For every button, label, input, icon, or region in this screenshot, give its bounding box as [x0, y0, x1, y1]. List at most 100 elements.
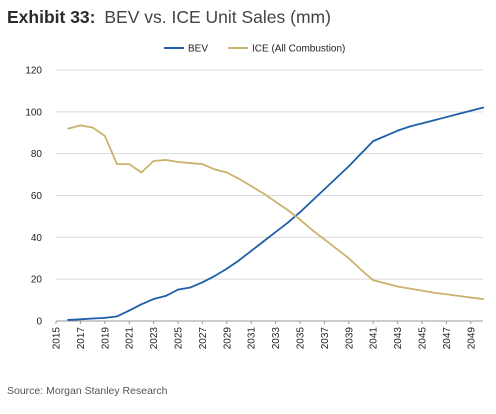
y-tick-label: 20 [31, 275, 43, 286]
data-point-ice [238, 177, 240, 180]
x-tick-label: 2031 [247, 327, 258, 350]
data-point-bev [67, 319, 70, 321]
data-point-bev [116, 315, 118, 318]
data-point-bev [189, 286, 192, 289]
data-point-ice [372, 279, 375, 282]
x-tick-label: 2029 [222, 327, 233, 350]
exhibit-header: Exhibit 33: BEV vs. ICE Unit Sales (mm) [7, 6, 331, 28]
data-point-ice [384, 282, 387, 285]
y-tick-label: 60 [31, 191, 43, 202]
data-point-ice [396, 285, 399, 288]
x-tick-label: 2025 [174, 327, 185, 350]
y-tick-label: 120 [25, 66, 42, 77]
data-point-ice [177, 161, 179, 163]
data-point-bev [177, 288, 179, 291]
data-point-bev [140, 303, 143, 306]
data-point-bev [91, 317, 94, 320]
exhibit-label: Exhibit 33: [7, 7, 96, 27]
data-point-ice [213, 168, 216, 171]
data-point-bev [164, 295, 167, 297]
data-point-bev [360, 152, 362, 155]
data-point-bev [152, 298, 155, 300]
data-point-ice [67, 127, 70, 130]
data-point-bev [457, 113, 460, 115]
source-note: Source: Morgan Stanley Research [7, 385, 168, 397]
data-point-bev [213, 275, 216, 277]
x-tick-label: 2043 [393, 327, 404, 350]
x-tick-label: 2041 [369, 327, 380, 350]
data-point-bev [274, 231, 277, 234]
data-point-ice [189, 162, 192, 164]
x-tick-label: 2037 [320, 327, 331, 350]
data-point-ice [128, 163, 131, 166]
data-point-bev [335, 176, 338, 179]
data-point-bev [433, 119, 436, 122]
chart-title: BEV vs. ICE Unit Sales (mm) [104, 7, 331, 27]
legend: BEV ICE (All Combustion) [164, 44, 345, 55]
data-point-ice [347, 257, 350, 260]
data-point-bev [103, 316, 106, 319]
y-tick-label: 100 [25, 107, 42, 118]
data-point-bev [201, 281, 204, 284]
data-point-ice [274, 200, 277, 203]
data-point-bev [396, 129, 399, 132]
x-axis: 2015 2017 2019 2021 2023 2025 2027 2029 2031 2033… [52, 320, 483, 350]
y-axis: 0 20 40 60 80 100 120 [25, 66, 42, 328]
data-point-ice [457, 295, 460, 297]
data-point-ice [311, 229, 314, 231]
data-point-bev [421, 122, 423, 125]
data-point-ice [201, 163, 204, 166]
data-point-bev [262, 240, 265, 243]
y-tick-label: 40 [31, 233, 43, 244]
data-point-bev [286, 221, 289, 224]
series-line-ice [67, 124, 484, 300]
x-tick-label: 2033 [271, 327, 282, 350]
data-point-ice [445, 293, 448, 296]
data-point-bev [128, 309, 131, 312]
gridlines [56, 69, 483, 280]
data-point-bev [384, 134, 387, 137]
data-point-ice [140, 171, 143, 174]
legend-label: BEV [188, 44, 208, 55]
legend-label: ICE (All Combustion) [252, 44, 345, 55]
data-point-ice [469, 296, 472, 299]
data-point-bev [372, 140, 375, 143]
data-point-ice [79, 124, 82, 127]
data-point-ice [482, 298, 484, 300]
x-tick-label: 2047 [442, 327, 453, 350]
data-point-ice [116, 163, 118, 166]
series-lines [67, 106, 484, 321]
data-point-ice [250, 185, 253, 187]
x-tick-label: 2039 [344, 327, 355, 350]
x-tick-label: 2027 [198, 327, 209, 350]
data-point-bev [79, 318, 82, 321]
y-tick-label: 80 [31, 149, 43, 160]
data-point-ice [360, 268, 362, 271]
x-tick-label: 2021 [125, 327, 136, 350]
data-point-ice [103, 134, 106, 137]
data-point-ice [408, 287, 411, 290]
data-point-ice [433, 291, 436, 294]
x-tick-label: 2045 [418, 327, 429, 350]
data-point-bev [250, 250, 253, 252]
data-point-ice [286, 209, 289, 212]
data-point-bev [445, 116, 448, 118]
data-point-ice [152, 160, 155, 162]
x-tick-label: 2017 [76, 327, 87, 350]
data-point-ice [323, 238, 326, 241]
data-point-bev [311, 199, 314, 202]
data-point-bev [408, 125, 411, 128]
data-point-bev [323, 188, 326, 191]
data-point-ice [299, 218, 301, 221]
line-chart: 0 20 40 60 80 100 120 2015 2017 2019 2021 2023 2025… [25, 44, 484, 350]
data-point-ice [421, 289, 423, 292]
legend-item-bev: BEV [164, 44, 208, 55]
data-point-ice [91, 126, 94, 129]
data-point-bev [299, 211, 301, 214]
data-point-ice [225, 171, 228, 174]
x-tick-label: 2023 [149, 327, 160, 350]
data-point-ice [262, 192, 265, 195]
data-point-bev [482, 106, 484, 109]
data-point-bev [469, 109, 472, 112]
data-point-ice [164, 159, 167, 161]
